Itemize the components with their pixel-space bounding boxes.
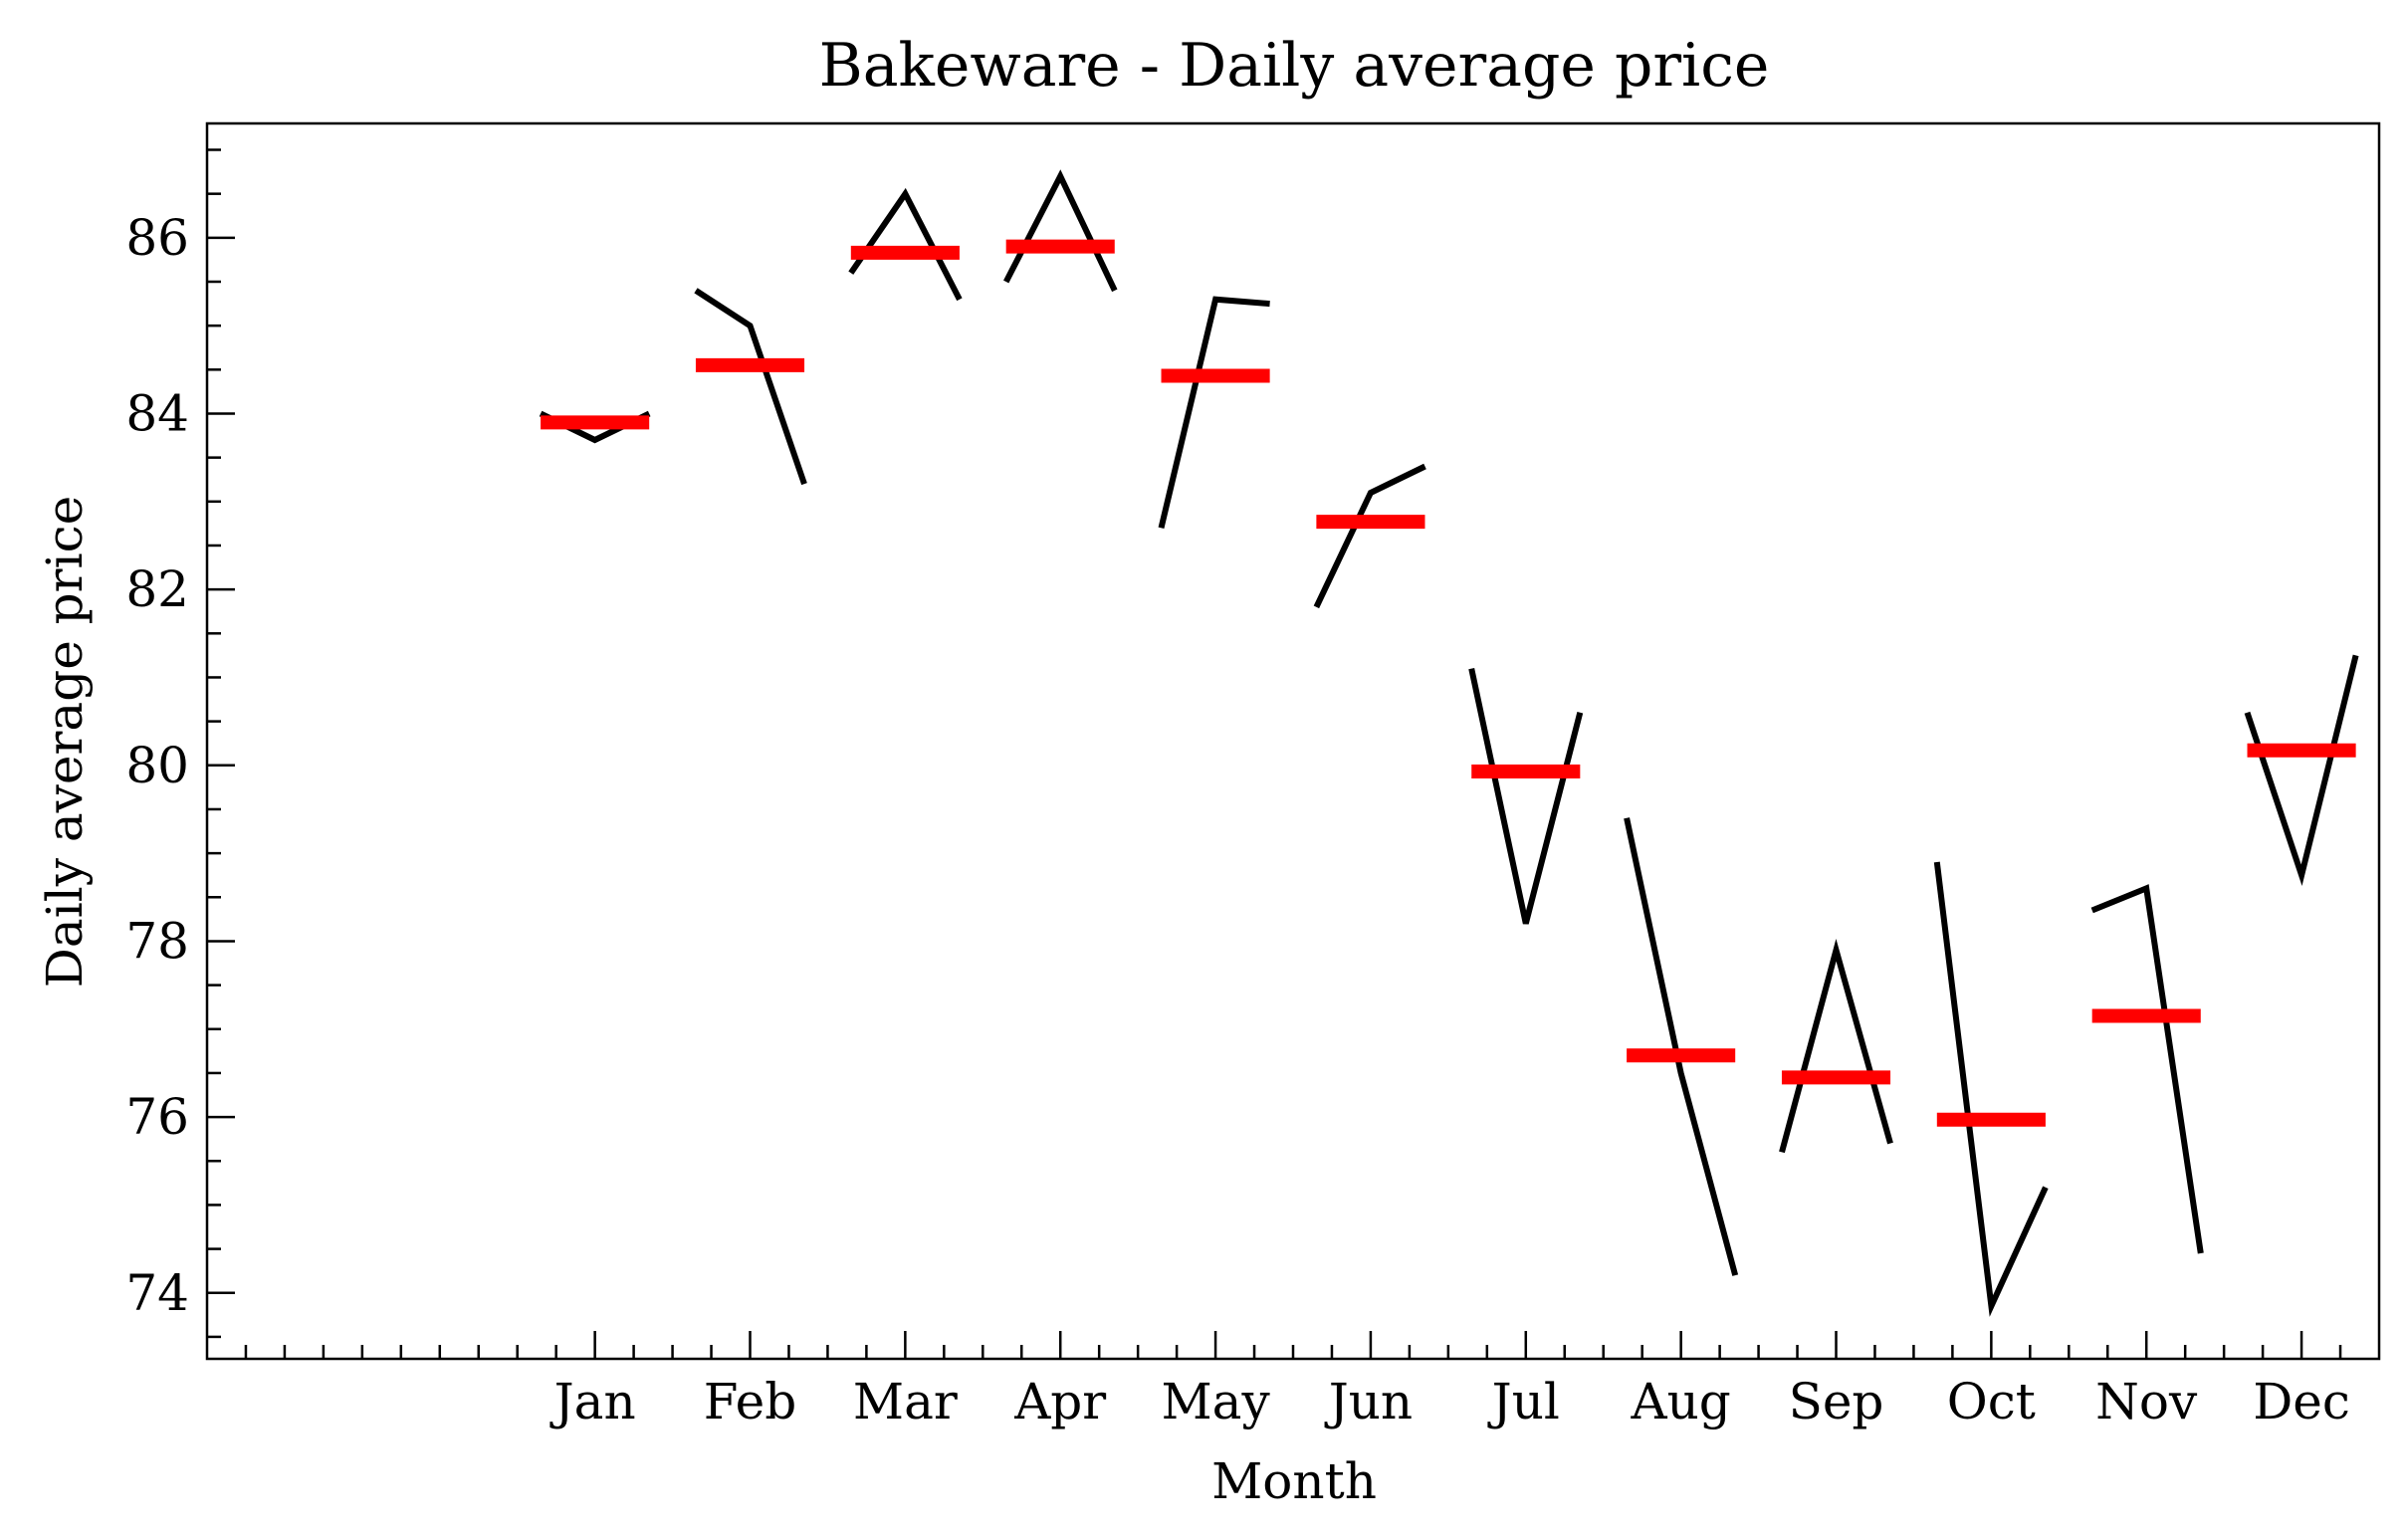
- x-tick-label: Apr: [1013, 1373, 1106, 1430]
- x-tick-label: Jan: [549, 1373, 636, 1430]
- y-tick-label: 86: [125, 209, 189, 267]
- axes: Jan Feb Mar Apr May Jun Jul Aug Sep Oct Nov Dec 74 76…: [125, 121, 2381, 1430]
- x-tick-label: Feb: [704, 1373, 797, 1430]
- y-axis-label: Daily average price: [36, 496, 94, 988]
- y-tick-label: 78: [125, 912, 189, 970]
- subseries-line-feb: [694, 288, 807, 486]
- chart-title: Bakeware - Daily average price: [819, 31, 1770, 101]
- y-tick-label: 82: [125, 560, 189, 618]
- subseries-line-apr: [1003, 169, 1118, 293]
- x-tick-label: Mar: [853, 1373, 958, 1430]
- subseries-line-oct: [1933, 861, 2049, 1317]
- x-tick-label: Sep: [1789, 1373, 1884, 1430]
- subseries-line-dec: [2244, 654, 2359, 886]
- x-tick-label: Nov: [2095, 1373, 2198, 1430]
- subseries-line-sep: [1779, 938, 1893, 1154]
- subseries-line-nov: [2090, 884, 2204, 1254]
- x-tick-label: Aug: [1630, 1373, 1730, 1430]
- x-tick-label: Jun: [1324, 1373, 1413, 1430]
- y-tick-label: 74: [125, 1264, 189, 1322]
- subseries-line-aug: [1624, 817, 1739, 1276]
- plot-area: [539, 169, 2359, 1317]
- x-tick-label: Oct: [1947, 1373, 2036, 1430]
- subseries-line-jul: [1468, 667, 1584, 925]
- subseries-line-may: [1158, 296, 1270, 529]
- x-tick-label: Dec: [2253, 1373, 2350, 1430]
- plot-frame: [205, 121, 2381, 1361]
- subseries-line-jun: [1313, 463, 1426, 609]
- y-tick-label: 80: [125, 737, 189, 794]
- y-tick-label: 84: [125, 384, 189, 442]
- x-tick-label: Jul: [1487, 1373, 1560, 1430]
- x-tick-label: May: [1161, 1373, 1270, 1430]
- y-tick-label: 76: [125, 1088, 189, 1146]
- x-axis-label: Month: [1211, 1452, 1377, 1510]
